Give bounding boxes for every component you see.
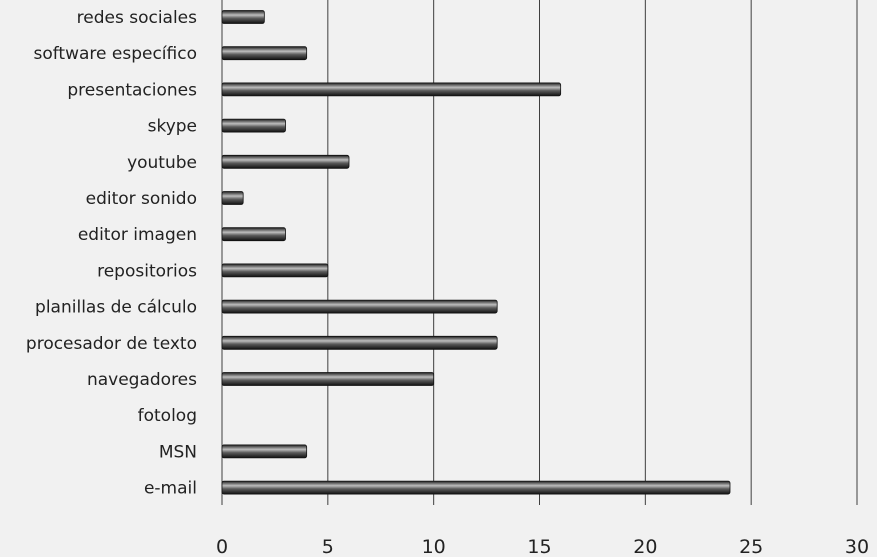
category-label: planillas de cálculo	[35, 298, 197, 318]
grid-lines	[221, 0, 858, 505]
bar	[221, 299, 498, 314]
x-tick-label: 0	[216, 536, 228, 557]
bar	[221, 335, 498, 350]
bar	[221, 263, 329, 278]
bar	[221, 444, 308, 459]
category-label: editor imagen	[78, 225, 197, 245]
bar	[221, 118, 286, 133]
category-label: software específico	[33, 44, 197, 64]
category-labels: redes sociales software específico present…	[26, 8, 197, 499]
category-label: procesador de texto	[26, 334, 197, 354]
bar	[221, 191, 244, 205]
x-tick-label: 10	[422, 536, 446, 557]
category-label: youtube	[127, 153, 197, 173]
x-tick-label: 25	[739, 536, 763, 557]
bar	[221, 227, 286, 242]
category-label: repositorios	[97, 261, 197, 281]
bars	[221, 10, 731, 495]
category-label: navegadores	[87, 370, 197, 390]
x-tick-label: 5	[322, 536, 334, 557]
category-label: skype	[148, 117, 197, 137]
category-label: redes sociales	[77, 8, 198, 28]
category-label: e-mail	[144, 479, 197, 499]
x-tick-labels: 0 5 10 15 20 25 30	[216, 536, 869, 557]
bar	[221, 10, 265, 24]
bar	[221, 372, 435, 386]
category-label: editor sonido	[86, 189, 197, 209]
bar	[221, 46, 308, 61]
x-tick-label: 15	[527, 536, 551, 557]
x-tick-label: 20	[633, 536, 657, 557]
category-label: MSN	[159, 442, 197, 462]
bar	[221, 154, 350, 169]
category-label: fotolog	[138, 406, 197, 426]
x-tick-label: 30	[845, 536, 869, 557]
bar	[221, 480, 731, 495]
bar	[221, 82, 562, 97]
category-label: presentaciones	[67, 80, 197, 100]
